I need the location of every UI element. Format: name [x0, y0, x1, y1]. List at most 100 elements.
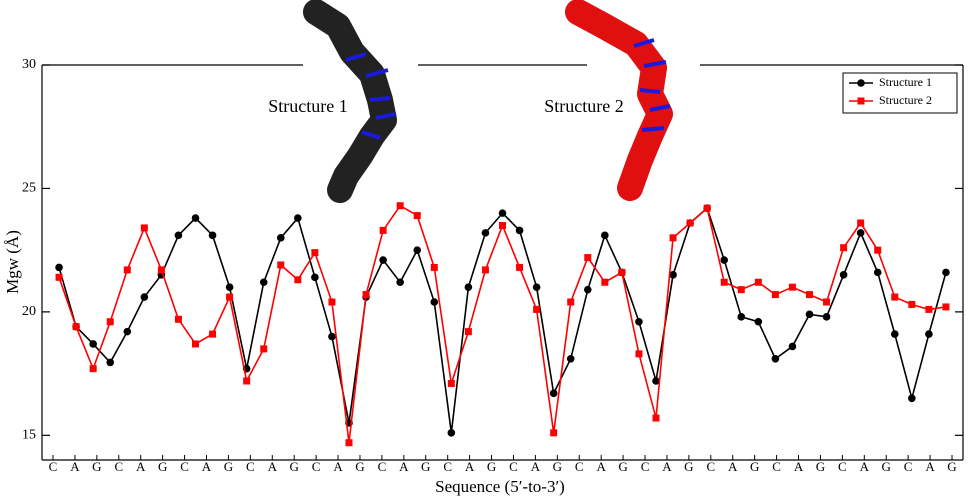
- marker: [191, 214, 200, 222]
- marker: [669, 271, 677, 279]
- x-tick-label: G: [92, 459, 101, 474]
- x-tick-label: A: [70, 459, 80, 474]
- x-tick-label: A: [136, 459, 146, 474]
- marker: [873, 268, 882, 277]
- x-tick-label: C: [378, 459, 387, 474]
- x-tick-label: A: [728, 459, 738, 474]
- marker: [260, 345, 268, 353]
- marker: [481, 229, 490, 237]
- molecule-1: [303, 0, 397, 203]
- marker: [891, 293, 899, 301]
- x-tick-label: C: [246, 459, 255, 474]
- marker: [276, 234, 285, 242]
- marker: [311, 249, 319, 257]
- x-tick-label: C: [904, 459, 913, 474]
- y-tick-label: 20: [22, 304, 36, 319]
- x-tick-label: C: [114, 459, 123, 474]
- marker: [106, 358, 115, 367]
- marker: [225, 283, 234, 291]
- x-tick-label: A: [794, 459, 804, 474]
- marker: [533, 305, 541, 313]
- marker: [277, 261, 285, 269]
- marker: [601, 231, 609, 240]
- marker: [328, 332, 336, 341]
- marker: [430, 298, 439, 306]
- x-tick-label: G: [618, 459, 627, 474]
- marker: [243, 377, 251, 385]
- marker: [925, 305, 933, 313]
- x-tick-label: C: [575, 459, 584, 474]
- x-tick-label: A: [268, 459, 278, 474]
- x-tick-label: G: [684, 459, 693, 474]
- marker: [823, 298, 831, 306]
- marker: [209, 330, 217, 338]
- marker: [294, 276, 302, 284]
- x-tick-label: G: [816, 459, 825, 474]
- x-tick-label: G: [487, 459, 496, 474]
- marker: [140, 293, 149, 301]
- marker: [737, 313, 746, 321]
- marker: [805, 310, 814, 319]
- x-tick-label: G: [421, 459, 430, 474]
- legend-marker: [857, 97, 865, 105]
- x-tick-label: C: [49, 459, 58, 474]
- marker: [737, 286, 745, 294]
- x-tick-label: A: [531, 459, 541, 474]
- x-tick-label: A: [596, 459, 606, 474]
- marker: [379, 256, 387, 264]
- marker: [328, 298, 336, 306]
- marker: [754, 317, 763, 326]
- x-tick-label: A: [465, 459, 475, 474]
- marker: [447, 429, 456, 437]
- marker: [925, 330, 933, 338]
- x-tick-label: G: [158, 459, 167, 474]
- marker: [259, 278, 268, 287]
- x-tick-label: C: [509, 459, 518, 474]
- marker: [481, 266, 489, 274]
- marker: [515, 226, 524, 235]
- x-tick-label: G: [224, 459, 233, 474]
- marker: [311, 273, 319, 282]
- marker: [788, 283, 796, 291]
- marker: [174, 231, 183, 240]
- x-axis-label: Sequence (5′-to-3′): [435, 477, 565, 496]
- y-axis-label: Mgw (Å): [3, 230, 22, 294]
- x-tick-label: C: [180, 459, 189, 474]
- marker: [874, 246, 882, 254]
- marker: [856, 229, 865, 237]
- marker: [89, 340, 97, 348]
- x-tick-label: C: [443, 459, 452, 474]
- marker: [447, 379, 455, 387]
- marker: [788, 342, 797, 351]
- marker: [72, 323, 80, 331]
- molecule-2: [565, 0, 673, 201]
- x-tick-label: C: [838, 459, 847, 474]
- marker: [720, 278, 728, 286]
- marker: [140, 224, 148, 232]
- marker: [413, 212, 421, 220]
- marker: [806, 291, 813, 299]
- marker: [499, 221, 506, 229]
- marker: [550, 429, 558, 437]
- marker: [106, 318, 114, 326]
- marker: [396, 202, 404, 210]
- marker: [771, 291, 779, 299]
- marker: [942, 303, 950, 311]
- plot-frame: [41, 64, 964, 461]
- x-tick-label: G: [750, 459, 759, 474]
- x-tick-label: G: [947, 459, 956, 474]
- marker: [294, 214, 302, 222]
- marker: [55, 263, 63, 272]
- marker: [908, 394, 916, 403]
- marker: [566, 354, 575, 363]
- marker: [396, 278, 404, 287]
- marker: [157, 266, 165, 274]
- marker: [532, 283, 541, 291]
- marker: [464, 328, 472, 336]
- marker: [192, 340, 199, 348]
- marker: [567, 298, 575, 306]
- x-tick-label: A: [662, 459, 672, 474]
- marker: [669, 234, 677, 242]
- series-line: [58, 206, 947, 433]
- y-tick-label: 30: [22, 57, 36, 72]
